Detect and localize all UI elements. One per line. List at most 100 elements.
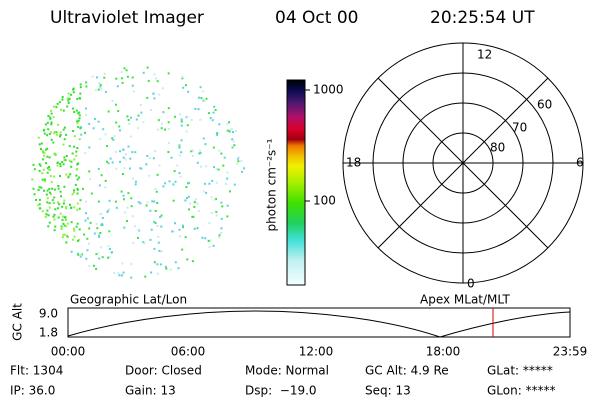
pixel	[90, 192, 93, 195]
pixel	[131, 151, 134, 154]
pixel	[210, 196, 213, 199]
pixel	[75, 150, 78, 153]
pixel	[53, 218, 56, 221]
pixel	[94, 89, 97, 92]
pixel	[48, 188, 51, 190]
pixel	[137, 236, 139, 239]
pixel	[233, 183, 236, 186]
pixel	[217, 168, 220, 171]
pixel	[54, 208, 57, 211]
pixel	[187, 208, 190, 211]
pixel	[73, 111, 76, 113]
pixel	[216, 133, 219, 136]
pixel	[173, 170, 176, 173]
pixel	[213, 166, 215, 169]
pixel	[145, 163, 148, 166]
pixel	[66, 105, 69, 108]
pixel	[41, 149, 44, 152]
pixel	[122, 194, 125, 197]
pixel	[35, 199, 38, 201]
pixel	[194, 107, 197, 110]
pixel	[142, 241, 145, 244]
pixel	[126, 115, 129, 118]
pixel	[62, 128, 65, 131]
pixel	[153, 200, 156, 203]
timeline-title: Geographic Lat/Lon	[70, 293, 187, 307]
pixel	[41, 158, 44, 161]
pixel	[71, 152, 74, 155]
pixel	[62, 233, 65, 236]
pixel	[71, 238, 74, 241]
pixel	[53, 153, 56, 156]
pixel	[226, 215, 229, 218]
pixel	[46, 147, 49, 150]
pixel	[156, 128, 159, 131]
pixel	[76, 222, 79, 225]
pixel	[126, 206, 129, 209]
pixel	[46, 189, 49, 192]
pixel	[104, 186, 107, 189]
pixel	[215, 198, 217, 200]
pixel	[52, 141, 55, 144]
pixel	[32, 187, 35, 190]
pixel	[46, 167, 49, 170]
pixel	[88, 122, 91, 125]
pixel	[226, 129, 229, 132]
pixel	[91, 75, 94, 78]
pixel	[181, 77, 184, 80]
pixel	[48, 221, 51, 224]
pixel	[148, 174, 151, 177]
pixel	[59, 212, 62, 215]
pixel	[121, 77, 124, 80]
pixel	[114, 151, 117, 153]
pixel	[134, 183, 137, 186]
pixel	[77, 112, 80, 115]
pixel	[156, 272, 159, 275]
pixel	[127, 192, 130, 195]
pixel	[38, 163, 41, 166]
pixel	[236, 162, 239, 165]
pixel	[56, 162, 59, 164]
pixel	[99, 138, 102, 140]
pixel	[85, 113, 88, 116]
pixel	[123, 167, 126, 170]
pixel	[43, 151, 46, 154]
info-field: Gain: 13	[125, 384, 176, 398]
pixel	[197, 108, 200, 111]
pixel	[168, 128, 171, 130]
pixel	[54, 225, 57, 228]
pixel	[53, 229, 56, 232]
pixel	[131, 215, 134, 218]
pixel	[94, 117, 96, 120]
pixel	[70, 250, 73, 253]
pixel	[170, 156, 173, 159]
pixel	[61, 98, 64, 101]
pixel	[81, 253, 84, 256]
pixel	[97, 120, 100, 123]
pixel	[124, 153, 127, 156]
colorbar-label: 100	[313, 194, 336, 208]
pixel	[88, 170, 91, 173]
pixel	[37, 136, 40, 139]
pixel	[240, 160, 243, 163]
pixel	[98, 257, 101, 260]
pixel	[185, 186, 188, 188]
pixel	[56, 164, 59, 167]
pixel	[153, 97, 156, 100]
pixel	[38, 169, 41, 172]
pixel	[101, 256, 104, 259]
pixel	[63, 216, 66, 219]
pixel	[63, 233, 66, 236]
info-field: Dsp: −19.0	[245, 384, 317, 398]
pixel	[53, 188, 56, 191]
pixel	[76, 187, 79, 190]
pixel	[39, 164, 42, 167]
x-tick-label: 12:00	[299, 345, 334, 359]
pixel	[160, 214, 163, 217]
pixel	[233, 144, 236, 147]
pixel	[50, 121, 53, 124]
pixel	[182, 224, 184, 227]
y-label: GC Alt	[11, 303, 25, 341]
pixel	[178, 228, 181, 231]
pixel	[146, 96, 149, 99]
